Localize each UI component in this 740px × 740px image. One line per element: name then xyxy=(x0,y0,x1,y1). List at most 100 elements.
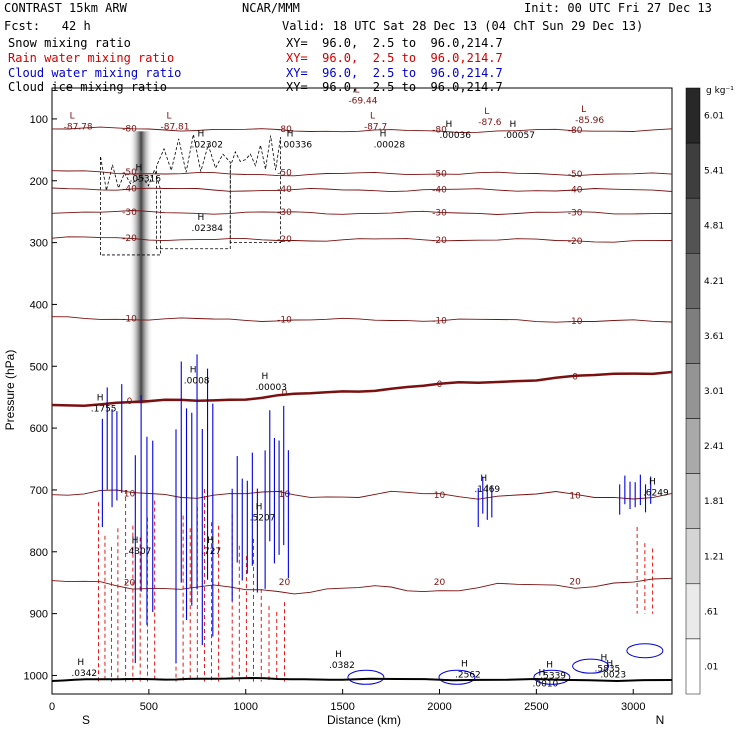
temperature-contour-label: -10 xyxy=(122,314,137,324)
temperature-contour xyxy=(52,577,672,595)
colorbar-tick-label: .01 xyxy=(704,662,718,672)
high-marker: H xyxy=(261,372,268,382)
temperature-contour-label: -80 xyxy=(432,125,447,135)
cloud-water-contour xyxy=(533,669,571,685)
field-xy-rain: XY= 96.0, 2.5 to 96.0,214.7 xyxy=(286,51,503,65)
temperature-contour xyxy=(52,489,672,500)
x-axis-title: Distance (km) xyxy=(327,713,401,727)
low-marker: L xyxy=(484,107,489,117)
temperature-contour-label: 20 xyxy=(124,579,136,589)
temperature-contour-label: -80 xyxy=(122,124,137,134)
high-marker: H xyxy=(97,394,104,404)
colorbar-swatch xyxy=(685,418,701,474)
maximum-value-label: .02384 xyxy=(192,224,224,234)
high-marker: H xyxy=(446,120,453,130)
maximum-value-label: .00028 xyxy=(374,141,406,151)
colorbar-tick-label: 3.01 xyxy=(704,387,724,397)
minimum-value-label: -87.78 xyxy=(64,122,93,132)
colorbar-swatch xyxy=(685,308,701,364)
colorbar-swatch xyxy=(685,473,701,529)
field-xy-cloud-ice: XY= 96.0, 2.5 to 96.0,214.7 xyxy=(286,80,503,94)
high-marker: H xyxy=(256,502,263,512)
high-marker: H xyxy=(380,130,387,140)
colorbar-swatch xyxy=(685,142,701,199)
temperature-contour-label: -30 xyxy=(568,209,583,219)
high-marker: H xyxy=(539,669,546,679)
maximum-value-label: .05316 xyxy=(130,175,162,185)
colorbar-tick-label: 1.81 xyxy=(704,497,724,507)
colorbar-tick-label: 2.41 xyxy=(704,442,724,452)
cloud-water-contour xyxy=(347,669,385,685)
colorbar-swatch xyxy=(685,638,701,695)
maximum-value-label: .727 xyxy=(201,547,221,557)
temperature-contour-label: -80 xyxy=(277,125,292,135)
high-marker: H xyxy=(132,536,139,546)
org-name: NCAR/MMM xyxy=(242,1,300,15)
minimum-value-label: -87.7 xyxy=(364,122,387,132)
high-marker: H xyxy=(136,164,143,174)
temperature-contour-label: -40 xyxy=(432,185,447,195)
y-tick-label: 1000 xyxy=(24,670,48,682)
high-marker: H xyxy=(335,650,342,660)
y-tick-label: 700 xyxy=(30,485,48,497)
high-marker: H xyxy=(546,661,553,671)
north-end-label: N xyxy=(656,713,665,727)
cloud-water-contour xyxy=(438,669,476,685)
temperature-contour-label: 10 xyxy=(124,489,136,499)
high-marker: H xyxy=(509,120,516,130)
temperature-contour-label: 20 xyxy=(279,578,291,588)
model-name: CONTRAST 15km ARW xyxy=(4,1,127,15)
temperature-contour-label: -20 xyxy=(568,237,583,247)
colorbar-swatch xyxy=(685,197,701,254)
temperature-contour-label: -40 xyxy=(277,185,292,195)
temperature-contour-label: -50 xyxy=(277,169,292,179)
minimum-value-label: -69.44 xyxy=(348,96,377,106)
colorbar-tick-label: 6.01 xyxy=(704,112,724,122)
maximum-value-label: .0382 xyxy=(329,661,355,671)
colorbar-swatch xyxy=(685,363,701,419)
low-marker: L xyxy=(167,111,172,121)
y-tick-label: 200 xyxy=(30,176,48,188)
cloud-ice-contour xyxy=(156,134,231,250)
field-label-cloud-ice: Cloud ice mixing ratio xyxy=(8,80,167,94)
maximum-value-label: .00036 xyxy=(440,131,472,141)
temperature-contour xyxy=(52,187,672,193)
temperature-contour-label: -20 xyxy=(122,234,137,244)
high-marker: H xyxy=(461,659,468,669)
temperature-contour-label: -50 xyxy=(432,169,447,179)
temperature-contour-label: 20 xyxy=(569,578,581,588)
field-label-snow: Snow mixing ratio xyxy=(8,36,131,50)
surface-pressure-line xyxy=(52,676,672,683)
colorbar-tick-label: 4.81 xyxy=(704,222,724,232)
low-marker: L xyxy=(581,105,586,115)
field-label-cloud-water: Cloud water mixing ratio xyxy=(8,66,182,80)
cloud-water-contour xyxy=(572,658,610,674)
x-tick-label: 3000 xyxy=(621,701,645,713)
cloud-water-contour xyxy=(626,643,664,659)
maximum-value-label: .0023 xyxy=(600,670,626,680)
temperature-contour-label: -20 xyxy=(277,235,292,245)
temperature-contour-label: -40 xyxy=(122,184,137,194)
y-tick-label: 400 xyxy=(30,299,48,311)
temperature-contour-label: -20 xyxy=(432,236,447,246)
field-xy-snow: XY= 96.0, 2.5 to 96.0,214.7 xyxy=(286,36,503,50)
maximum-value-label: .02302 xyxy=(192,141,224,151)
temperature-contour-label: -10 xyxy=(277,315,292,325)
x-tick-label: 0 xyxy=(49,701,55,713)
temperature-contour-label: 10 xyxy=(569,492,581,502)
colorbar-unit: g kg⁻¹ xyxy=(706,86,734,96)
high-marker: H xyxy=(480,474,487,484)
high-marker: H xyxy=(77,658,84,668)
colorbar-tick-label: 4.21 xyxy=(704,277,724,287)
temperature-contour-label: -10 xyxy=(432,316,447,326)
temperature-contour-label: 0 xyxy=(572,373,578,383)
high-marker: H xyxy=(606,659,613,669)
init-time: Init: 00 UTC Fri 27 Dec 13 xyxy=(524,1,712,15)
high-marker: H xyxy=(649,478,656,488)
maximum-value-label: .00057 xyxy=(503,131,535,141)
temperature-contour-label: 20 xyxy=(434,578,446,588)
temperature-contour-label: 0 xyxy=(127,397,133,407)
high-marker: H xyxy=(198,213,205,223)
maximum-value-label: .5835 xyxy=(595,664,621,674)
temperature-contour-label: 10 xyxy=(434,491,446,501)
